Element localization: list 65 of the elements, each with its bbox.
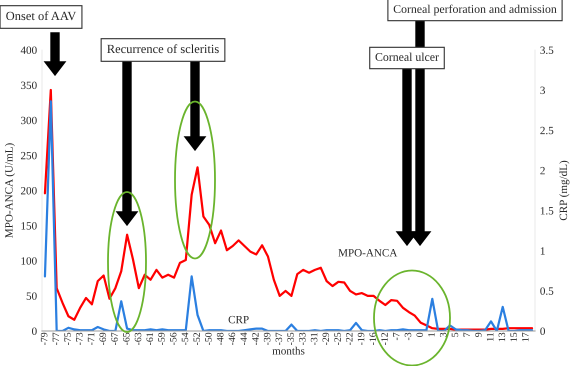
x-tick-label: -48 xyxy=(216,332,224,345)
y2-tick-label: 2.5 xyxy=(540,126,554,134)
x-tick-label: -42 xyxy=(252,332,259,345)
x-tick-label: -61 xyxy=(146,332,154,345)
x-tick-label: -3 xyxy=(404,332,412,340)
y-tick-label: 400 xyxy=(20,46,37,54)
x-tick-label: -79 xyxy=(40,332,48,345)
x-tick-label: -73 xyxy=(76,332,83,345)
x-tick-label: -31 xyxy=(310,332,318,345)
x-tick-label: -75 xyxy=(64,332,71,345)
y-tick-label: 50 xyxy=(26,292,37,300)
y2-tick-label: 1 xyxy=(540,247,545,255)
x-tick-label: -46 xyxy=(228,332,236,345)
y-tick-label: 100 xyxy=(21,257,37,265)
x-tick-label: 9 xyxy=(475,332,482,337)
y2-tick-label: 3.5 xyxy=(540,46,554,54)
x-tick-label: -77 xyxy=(52,332,60,345)
x-tick-label: -71 xyxy=(88,332,94,345)
series-label: MPO-ANCA xyxy=(338,249,398,257)
x-tick-label: -25 xyxy=(334,332,341,345)
x-tick-label: -52 xyxy=(193,332,200,345)
y-tick-label: 250 xyxy=(20,152,37,160)
x-axis-title: months xyxy=(272,346,304,355)
x-tick-label: -7 xyxy=(393,332,400,340)
x-tick-label: -12 xyxy=(381,332,388,345)
y-tick-label: 200 xyxy=(20,186,37,194)
x-tick-label: -69 xyxy=(100,332,106,345)
y-tick-label: 150 xyxy=(21,222,37,230)
x-tick-label: -67 xyxy=(111,332,118,345)
series-label: CRP xyxy=(228,316,249,324)
x-tick-label: -50 xyxy=(205,332,212,345)
y2-axis-title: CRP (mg/dL) xyxy=(559,160,570,220)
x-tick-label: -35 xyxy=(287,332,294,345)
x-tick-label: 11 xyxy=(486,332,494,341)
x-tick-label: -22 xyxy=(346,332,352,345)
x-tick-label: 3 xyxy=(440,332,446,337)
x-tick-label: -44 xyxy=(240,332,247,345)
text: Onset of AAV xyxy=(6,11,76,20)
y2-tick-label: 0.5 xyxy=(540,287,554,295)
annotation: Recurrence of scleritis xyxy=(107,44,219,54)
x-tick-label: -39 xyxy=(264,332,270,345)
x-tick-label: -33 xyxy=(299,332,306,345)
x-tick-label: -56 xyxy=(170,332,176,345)
x-tick-label: 1 xyxy=(428,332,435,336)
x-tick-label: 5 xyxy=(452,332,458,337)
x-tick-label: 13 xyxy=(498,332,506,342)
x-tick-label: -59 xyxy=(158,332,165,345)
y2-tick-label: 3 xyxy=(540,86,545,94)
y2-tick-label: 1.5 xyxy=(540,207,554,215)
x-tick-label: -37 xyxy=(276,332,282,345)
x-tick-label: -63 xyxy=(134,332,142,345)
y-tick-label: 350 xyxy=(21,82,37,90)
y-axis-title: MPO-ANCA (U/mL) xyxy=(4,143,15,238)
y-tick-label: 300 xyxy=(21,116,37,124)
x-tick-label: -54 xyxy=(182,332,188,345)
x-tick-label: 7 xyxy=(463,332,470,337)
x-tick-label: -19 xyxy=(358,332,364,345)
x-tick-label: 15 xyxy=(510,332,517,342)
x-tick-label: -29 xyxy=(322,332,330,345)
x-tick-label: 0 xyxy=(416,332,423,337)
text: Corneal perforation and admission xyxy=(394,4,557,16)
y2-tick-label: 2 xyxy=(540,166,545,174)
x-tick-label: 17 xyxy=(522,332,529,342)
x-tick-label: -65 xyxy=(123,332,130,345)
annotation: Corneal ulcer xyxy=(376,52,439,61)
